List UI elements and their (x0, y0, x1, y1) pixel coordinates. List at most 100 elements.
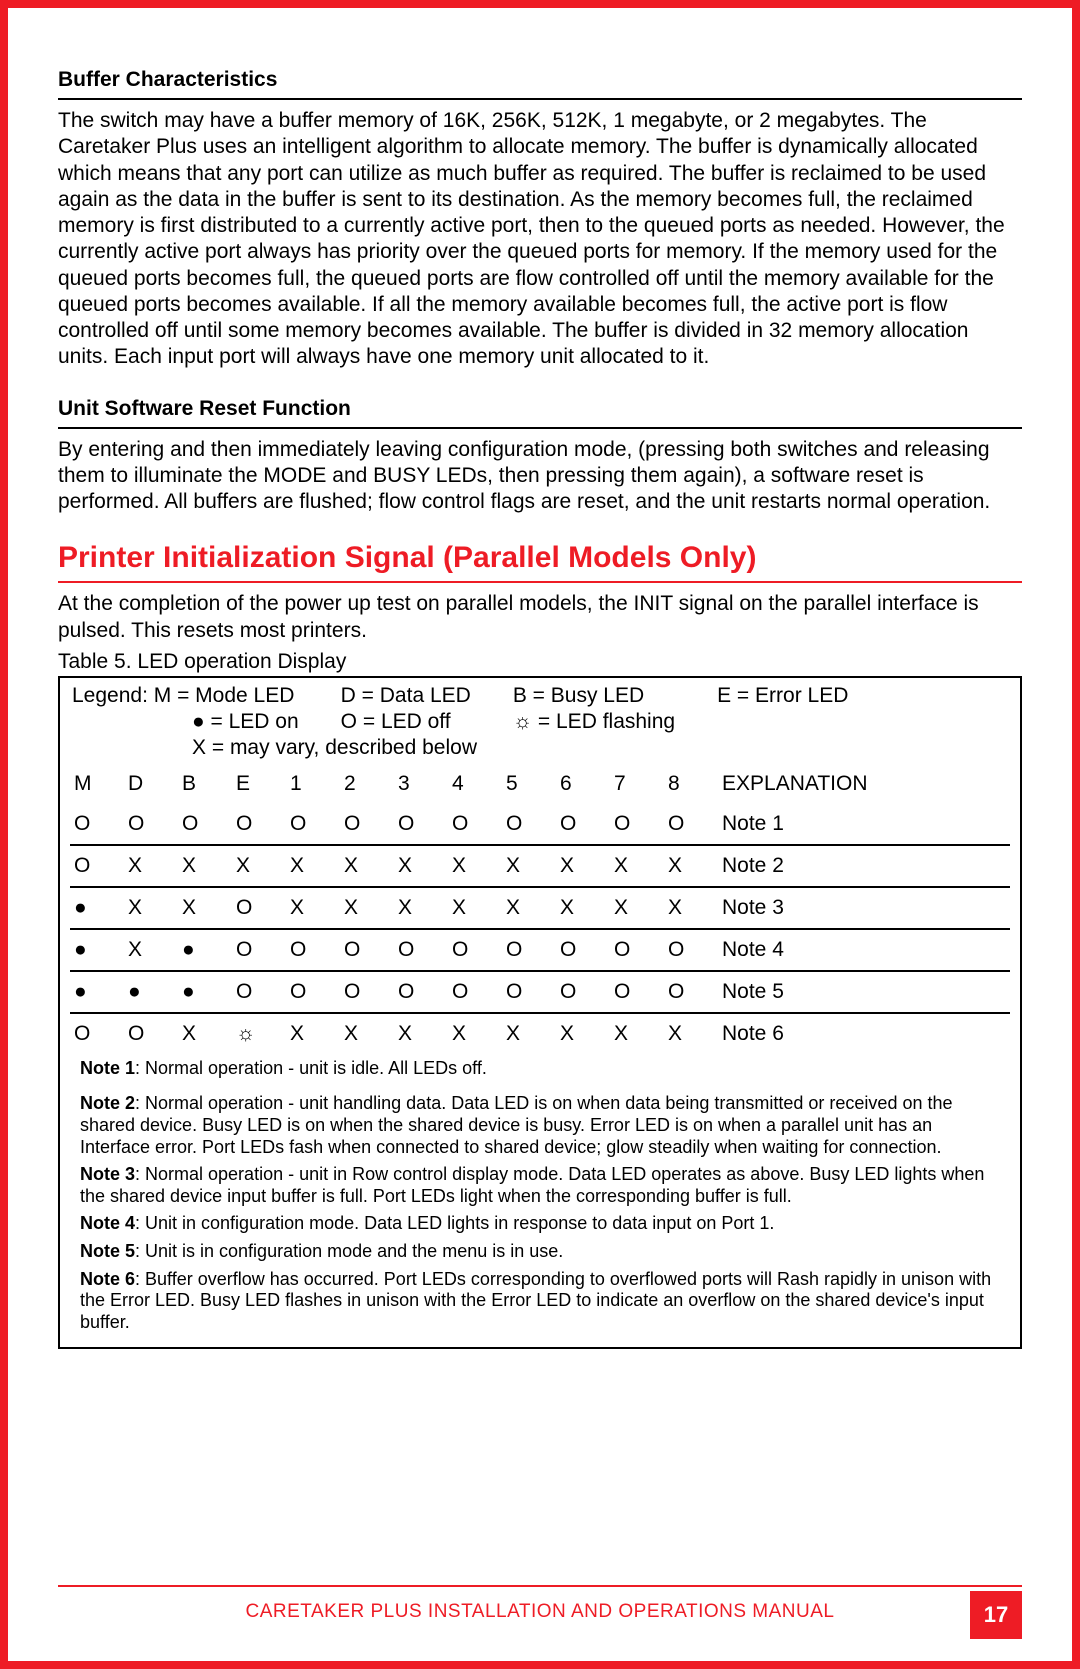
table-cell: X (610, 1013, 664, 1054)
table-cell: O (556, 971, 610, 1013)
red-section-heading: Printer Initialization Signal (Parallel … (58, 541, 1022, 583)
note: Note 2: Normal operation - unit handling… (80, 1093, 1000, 1158)
table-cell-explanation: Note 1 (718, 804, 1010, 845)
table-cell: O (232, 929, 286, 971)
th: 7 (610, 764, 664, 804)
note-text: : Normal operation - unit is idle. All L… (135, 1058, 487, 1078)
table-cell-explanation: Note 4 (718, 929, 1010, 971)
table-cell: ● (124, 971, 178, 1013)
th: 8 (664, 764, 718, 804)
section-body: The switch may have a buffer memory of 1… (58, 108, 1022, 371)
table-cell: X (286, 1013, 340, 1054)
legend-cell: D = Data LED (341, 684, 511, 708)
table-cell-explanation: Note 5 (718, 971, 1010, 1013)
table-cell: O (556, 804, 610, 845)
note-text: : Unit is in configuration mode and the … (135, 1241, 563, 1261)
section-body: By entering and then immediately leaving… (58, 437, 1022, 516)
table-header-row: M D B E 1 2 3 4 5 6 7 8 EXPLANATION (70, 764, 1010, 804)
table-cell: O (178, 804, 232, 845)
table-cell: X (664, 845, 718, 887)
note-label: Note 5 (80, 1241, 135, 1261)
footer: CARETAKER PLUS INSTALLATION AND OPERATIO… (58, 1585, 1022, 1623)
note-label: Note 4 (80, 1213, 135, 1233)
table-cell: ● (70, 929, 124, 971)
note: Note 4: Unit in configuration mode. Data… (80, 1213, 1000, 1235)
note-text: : Normal operation - unit in Row control… (80, 1164, 984, 1206)
table-cell-explanation: Note 6 (718, 1013, 1010, 1054)
table-cell: X (556, 887, 610, 929)
table-cell: X (124, 845, 178, 887)
th: 4 (448, 764, 502, 804)
section-heading: Buffer Characteristics (58, 68, 1022, 100)
section-body: At the completion of the power up test o… (58, 591, 1022, 644)
table-cell: X (394, 845, 448, 887)
table-cell-explanation: Note 3 (718, 887, 1010, 929)
table-cell: X (610, 845, 664, 887)
th: B (178, 764, 232, 804)
table-cell: X (124, 929, 178, 971)
note-label: Note 3 (80, 1164, 135, 1184)
notes-block: Note 1: Normal operation - unit is idle.… (70, 1054, 1010, 1348)
table-cell: ☼ (232, 1013, 286, 1054)
table-cell: X (178, 1013, 232, 1054)
note: Note 5: Unit is in configuration mode an… (80, 1241, 1000, 1263)
table-row: OOX☼XXXXXXXXNote 6 (70, 1013, 1010, 1054)
table-cell: O (448, 929, 502, 971)
legend-text: ● = LED on (192, 710, 299, 733)
table-row: ●XXOXXXXXXXXNote 3 (70, 887, 1010, 929)
table-cell: O (610, 929, 664, 971)
table-cell: ● (70, 971, 124, 1013)
footer-text: CARETAKER PLUS INSTALLATION AND OPERATIO… (246, 1601, 835, 1622)
th: D (124, 764, 178, 804)
table-cell: O (340, 929, 394, 971)
table-cell: X (286, 845, 340, 887)
table-cell: O (286, 804, 340, 845)
legend-cell: E = Error LED (717, 684, 888, 708)
table-cell: O (610, 971, 664, 1013)
table-cell: X (394, 887, 448, 929)
table-cell: X (340, 845, 394, 887)
table-cell: O (664, 804, 718, 845)
table-cell-explanation: Note 2 (718, 845, 1010, 887)
table-caption: Table 5. LED operation Display (58, 650, 1022, 674)
table-cell: X (502, 1013, 556, 1054)
table-cell: O (448, 971, 502, 1013)
th: M (70, 764, 124, 804)
table-cell: X (448, 1013, 502, 1054)
note-label: Note 1 (80, 1058, 135, 1078)
table-cell: X (340, 887, 394, 929)
document-page: Buffer Characteristics The switch may ha… (0, 0, 1080, 1669)
table-cell: X (232, 845, 286, 887)
table-cell: O (70, 1013, 124, 1054)
note: Note 3: Normal operation - unit in Row c… (80, 1164, 1000, 1207)
table-cell: O (610, 804, 664, 845)
legend-cell: Legend: M = Mode LED (72, 684, 339, 708)
table-cell: O (394, 804, 448, 845)
table-cell: O (502, 804, 556, 845)
table-cell: O (340, 971, 394, 1013)
table-row: OXXXXXXXXXXXNote 2 (70, 845, 1010, 887)
legend-cell: X = may vary, described below (72, 736, 888, 760)
table-cell: O (232, 804, 286, 845)
th: 3 (394, 764, 448, 804)
table-cell: X (502, 845, 556, 887)
th: 1 (286, 764, 340, 804)
page-number: 17 (970, 1591, 1022, 1639)
table-row: OOOOOOOOOOOONote 1 (70, 804, 1010, 845)
table-cell: X (178, 887, 232, 929)
table-cell: O (286, 929, 340, 971)
table-cell: O (664, 929, 718, 971)
legend-cell: O = LED off (341, 710, 511, 734)
table-cell: O (124, 804, 178, 845)
table-cell: O (502, 929, 556, 971)
note-text: : Buffer overflow has occurred. Port LED… (80, 1269, 991, 1332)
table-cell: X (664, 1013, 718, 1054)
legend-cell: B = Busy LED (513, 684, 715, 708)
table-cell: X (664, 887, 718, 929)
note-text: : Unit in configuration mode. Data LED l… (135, 1213, 774, 1233)
table-cell: X (448, 845, 502, 887)
legend-text: X = may vary, described below (192, 736, 477, 759)
table-cell: ● (70, 887, 124, 929)
note: Note 6: Buffer overflow has occurred. Po… (80, 1269, 1000, 1334)
table-cell: X (394, 1013, 448, 1054)
